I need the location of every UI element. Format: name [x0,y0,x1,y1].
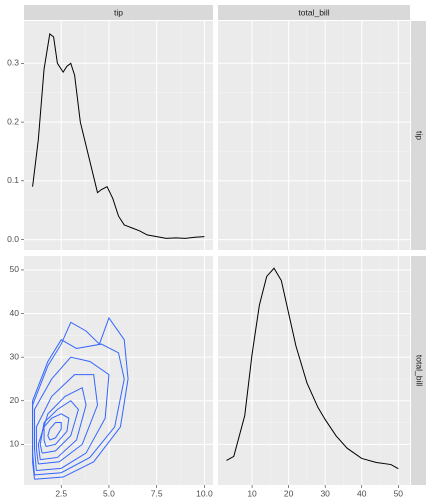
y-tick-label: 20 [10,395,20,405]
x-tick-label: 10 [247,488,257,498]
x-tick-label: 30 [320,488,330,498]
strip [411,256,426,485]
density-line [226,267,399,470]
x-tick-label: 50 [394,488,404,498]
x-tick-label: 40 [357,488,367,498]
y-tick-label: 30 [10,351,20,361]
contour-line [47,422,62,441]
y-tick-label: 0.1 [7,175,19,185]
contour-line [34,356,110,472]
panel-background [24,256,213,485]
strip-label: total_bill [414,355,424,386]
y-tick-label: 0.0 [7,234,19,244]
y-tick-label: 10 [10,439,20,449]
strip-label: total_bill [298,7,329,17]
panel-background [218,256,410,485]
y-tick-label: 0.3 [7,58,19,68]
y-tick-label: 0.2 [7,116,19,126]
x-tick-label: 20 [284,488,294,498]
strip-label: tip [114,7,123,17]
contour-line [32,339,125,476]
strip [411,21,426,250]
density-line [32,33,205,239]
y-tick-label: 50 [10,264,20,274]
contour-line [43,413,70,448]
x-tick-label: 2.5 [55,488,67,498]
x-tick-label: 7.5 [151,488,163,498]
panel-background [24,21,213,250]
x-tick-label: 10.0 [196,488,213,498]
contour-line [35,374,99,465]
contour-line [39,400,79,454]
panel-background [218,21,410,250]
y-tick-label: 40 [10,308,20,318]
strip [218,5,410,20]
contour-line [32,316,129,480]
strip [24,5,213,20]
contour-line [37,386,87,461]
strip-label: tip [414,131,424,140]
x-tick-label: 5.0 [103,488,115,498]
